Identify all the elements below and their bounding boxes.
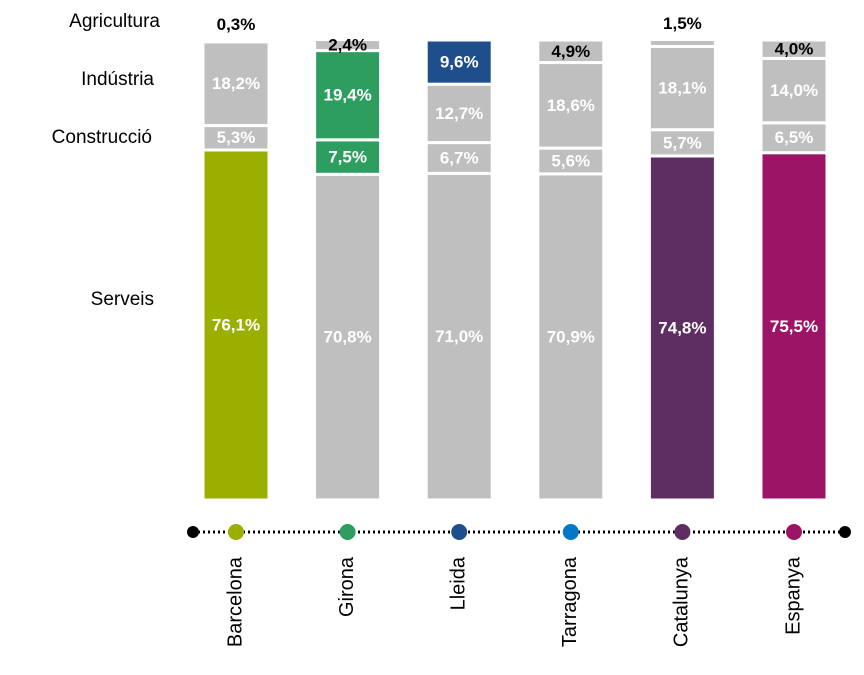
bar-segment [313,172,383,502]
x-tick-label: Barcelona [224,556,246,647]
category-dot [562,524,579,540]
value-label: 0,3% [217,15,256,34]
bar-segment [647,44,717,132]
bar-segment [424,171,494,502]
bar-segment [759,121,829,155]
value-label: 74,8% [658,318,706,337]
bar-segment [536,172,606,502]
series-label: Indústria [81,69,154,90]
value-label: 19,4% [323,86,371,105]
bar-segment [536,146,606,176]
value-label: 75,5% [770,317,818,336]
value-label: 7,5% [328,148,367,167]
bar-segment [424,82,494,145]
bar-segment [759,56,829,125]
category-dot [786,524,802,540]
series-label: Agricultura [69,11,160,32]
value-label: 2,4% [328,36,367,55]
bar-segment [759,151,829,502]
end-dot [839,526,851,538]
bar-segment [201,148,271,502]
end-dot [187,526,199,538]
category-dot [228,524,244,540]
x-tick-label: Catalunya [671,556,693,647]
value-label: 4,9% [551,42,590,61]
value-label: 71,0% [435,327,483,346]
value-label: 18,6% [547,96,595,115]
value-label: 5,3% [217,128,256,147]
bar-segment [201,38,271,44]
value-label: 5,7% [663,133,702,152]
value-label: 4,0% [775,40,814,59]
bar-segment [201,124,271,152]
value-label: 6,7% [440,148,479,167]
category-dot [674,524,691,540]
value-label: 18,1% [658,79,706,98]
x-tick-label: Tarragona [559,556,581,647]
x-tick-label: Espanya [782,556,804,635]
bar-segment [536,38,606,65]
bar-segment [424,141,494,175]
bar-segment [647,38,717,48]
value-label: 76,1% [212,315,260,334]
value-label: 14,0% [770,81,818,100]
value-label: 5,6% [551,151,590,170]
value-label: 6,5% [775,128,814,147]
value-label: 9,6% [440,53,479,72]
category-dot [339,524,356,540]
x-tick-label: Girona [336,556,358,617]
x-tick-label: Lleida [447,556,469,610]
bar-segment [313,49,383,142]
bar-segment [313,38,383,53]
bar-segment [759,38,829,60]
value-label: 70,8% [323,328,371,347]
category-dot [451,524,468,540]
bar-segment [424,38,494,86]
value-label: 1,5% [663,14,702,33]
value-label: 12,7% [435,104,483,123]
value-label: 18,2% [212,74,260,93]
value-label: 70,9% [547,327,595,346]
series-label: Construcció [52,127,152,148]
series-label: Serveis [91,289,154,310]
